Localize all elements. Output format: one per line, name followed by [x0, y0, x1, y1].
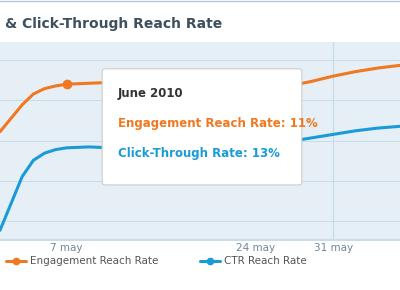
Text: & Click-Through Reach Rate: & Click-Through Reach Rate: [5, 17, 222, 31]
Text: June 2010: June 2010: [118, 87, 183, 100]
FancyBboxPatch shape: [102, 69, 302, 185]
Text: Engagement Reach Rate: 11%: Engagement Reach Rate: 11%: [118, 117, 317, 130]
Text: CTR Reach Rate: CTR Reach Rate: [224, 255, 307, 266]
Text: Click-Through Rate: 13%: Click-Through Rate: 13%: [118, 147, 279, 160]
Text: Engagement Reach Rate: Engagement Reach Rate: [30, 255, 158, 266]
